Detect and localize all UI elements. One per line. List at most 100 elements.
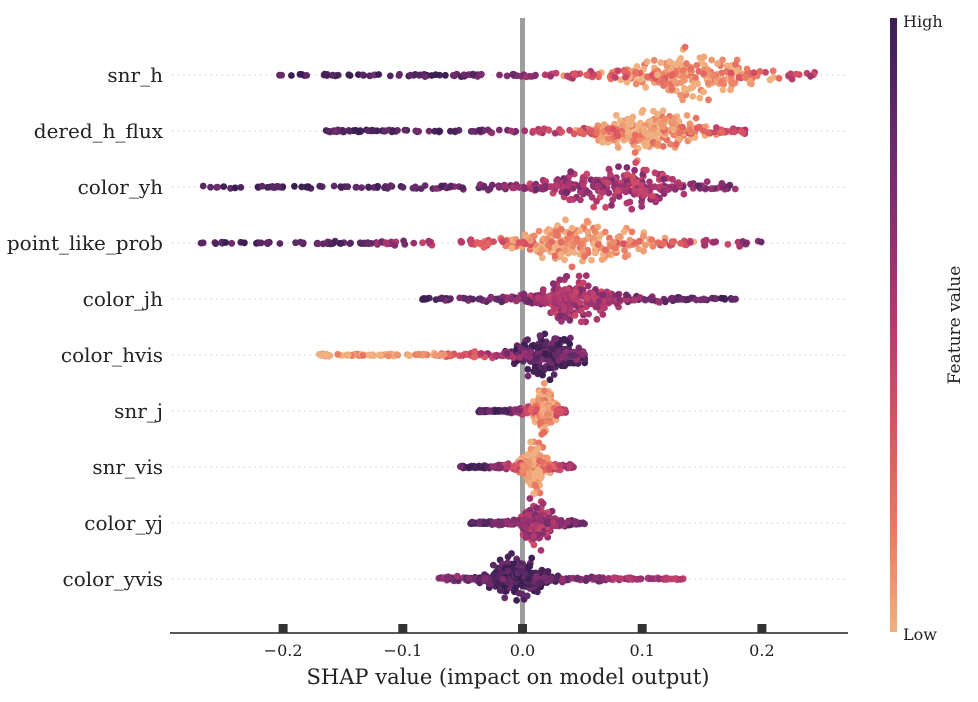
point-snr_h — [770, 74, 777, 81]
point-point_like_prob — [538, 254, 546, 262]
point-point_like_prob — [347, 239, 354, 247]
point-color_jh — [432, 296, 440, 303]
point-dered_h_flux — [640, 128, 648, 136]
point-dered_h_flux — [597, 133, 605, 141]
point-snr_h — [769, 67, 777, 75]
point-color_yh — [237, 184, 245, 191]
point-color_jh — [461, 295, 469, 302]
point-color_yj — [491, 519, 498, 526]
point-snr_h — [775, 74, 783, 82]
point-color_yj — [572, 518, 579, 526]
point-snr_h — [386, 72, 394, 80]
point-point_like_prob — [358, 240, 366, 248]
feature-label-snr_vis: snr_vis — [92, 455, 163, 479]
feature-points-color_jh — [419, 272, 739, 326]
point-color_hvis — [541, 350, 549, 357]
point-color_jh — [656, 299, 663, 306]
point-color_hvis — [552, 335, 560, 343]
point-point_like_prob — [620, 228, 628, 236]
point-color_jh — [562, 313, 569, 321]
point-color_yvis — [648, 575, 655, 582]
point-snr_h — [449, 72, 457, 79]
point-snr_h — [637, 75, 645, 83]
point-color_jh — [423, 295, 431, 303]
point-snr_h — [679, 72, 687, 80]
point-point_like_prob — [499, 238, 506, 246]
point-point_like_prob — [562, 216, 569, 224]
point-color_yvis — [663, 576, 670, 583]
point-point_like_prob — [425, 237, 433, 245]
point-color_hvis — [578, 351, 586, 359]
point-color_jh — [623, 291, 630, 299]
point-color_yh — [590, 203, 598, 211]
x-tick-mark — [518, 624, 527, 633]
point-color_hvis — [446, 351, 454, 358]
x-axis-title: SHAP value (impact on model output) — [307, 665, 710, 689]
feature-label-snr_j: snr_j — [114, 399, 163, 423]
point-color_jh — [585, 310, 592, 318]
point-point_like_prob — [197, 239, 205, 247]
point-color_jh — [456, 294, 464, 302]
point-color_yj — [521, 523, 529, 531]
point-color_yvis — [475, 575, 483, 583]
point-color_yvis — [559, 575, 566, 583]
point-color_yh — [731, 185, 739, 193]
point-point_like_prob — [548, 238, 556, 246]
point-snr_j — [538, 401, 546, 409]
point-dered_h_flux — [675, 135, 683, 143]
point-snr_h — [741, 73, 749, 81]
point-snr_h — [632, 80, 640, 88]
point-color_yvis — [504, 559, 511, 567]
x-tick-label: −0.2 — [264, 641, 303, 660]
point-color_hvis — [535, 369, 543, 376]
point-color_yh — [527, 185, 535, 193]
point-color_hvis — [517, 344, 524, 352]
point-color_jh — [469, 295, 477, 303]
point-color_yh — [643, 166, 650, 174]
point-color_yh — [579, 181, 587, 189]
feature-points-color_hvis — [315, 330, 589, 384]
point-dered_h_flux — [692, 114, 700, 122]
point-color_yh — [515, 184, 523, 191]
point-snr_vis — [536, 468, 543, 475]
point-snr_h — [595, 73, 602, 81]
point-color_yh — [623, 164, 631, 171]
point-point_like_prob — [617, 233, 624, 241]
point-color_hvis — [545, 357, 553, 365]
point-color_hvis — [344, 351, 352, 359]
point-snr_h — [552, 69, 560, 77]
point-dered_h_flux — [612, 111, 620, 119]
point-color_jh — [692, 296, 700, 304]
feature-points-color_yvis — [435, 550, 687, 604]
point-snr_h — [669, 71, 676, 78]
point-dered_h_flux — [535, 128, 543, 136]
point-snr_h — [478, 70, 485, 78]
point-color_hvis — [471, 348, 479, 355]
point-color_jh — [560, 306, 568, 314]
point-color_jh — [599, 291, 607, 299]
point-dered_h_flux — [588, 127, 595, 135]
point-color_yj — [520, 516, 527, 524]
point-dered_h_flux — [737, 128, 745, 135]
point-point_like_prob — [368, 240, 375, 247]
point-color_yvis — [535, 580, 543, 588]
point-color_yh — [615, 193, 623, 200]
x-tick-label: 0.1 — [629, 641, 654, 660]
point-dered_h_flux — [580, 130, 587, 138]
point-color_jh — [595, 297, 603, 305]
feature-points-snr_vis — [457, 438, 577, 498]
point-color_yj — [536, 516, 544, 524]
point-snr_vis — [519, 462, 527, 470]
point-color_yvis — [504, 579, 512, 586]
point-snr_h — [714, 60, 721, 67]
point-color_jh — [584, 282, 592, 290]
point-color_yh — [625, 182, 632, 190]
point-dered_h_flux — [648, 131, 656, 139]
point-color_jh — [718, 294, 725, 302]
point-snr_h — [496, 71, 503, 79]
point-color_yvis — [490, 571, 498, 579]
point-dered_h_flux — [638, 109, 646, 116]
point-dered_h_flux — [718, 128, 726, 136]
point-color_hvis — [566, 359, 574, 367]
point-point_like_prob — [606, 234, 613, 242]
